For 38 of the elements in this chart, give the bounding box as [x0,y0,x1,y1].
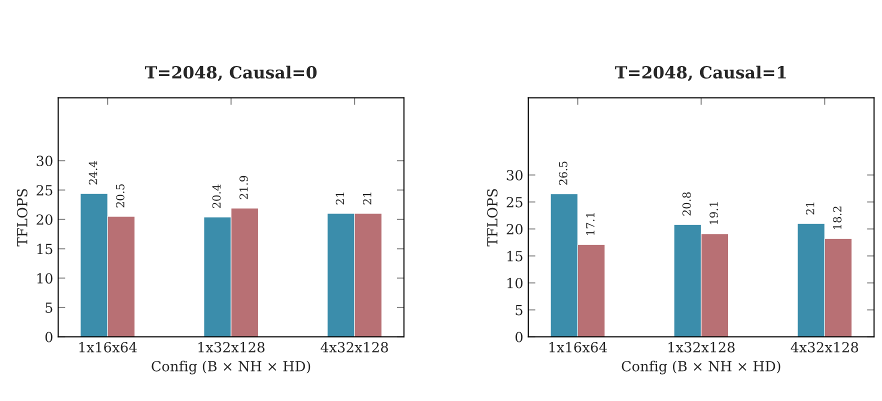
data-label: 17.1 [586,213,595,235]
data-label: 18.2 [833,206,842,229]
x-tick-label: 4x32x128 [790,342,858,352]
data-label: 21 [336,192,344,204]
x-tick-label: 1x16x64 [549,342,607,352]
chart-title: T=2048, Causal=0 [144,66,317,82]
x-tick-label: 1x16x64 [79,342,137,352]
y-tick-label: 10 [37,273,52,284]
x-axis-title: Config (B × NH × HD) [622,360,780,374]
data-label: 26.5 [558,162,568,185]
data-label: 21 [806,202,814,214]
y-tick-label: 30 [36,156,52,166]
y-tick-label: 15 [37,244,52,254]
data-label: 24.4 [88,161,98,184]
y-tick-label: 20 [36,214,52,225]
data-label: 20.4 [212,184,221,208]
y-tick-label: 20 [506,224,523,234]
data-label: 19.1 [710,202,718,224]
x-tick-label: 1x32x128 [198,342,264,352]
y-tick-label: 10 [507,278,523,288]
data-label: 20.8 [682,192,691,216]
y-axis-title: TFLOPS [487,189,498,246]
y-tick-label: 25 [506,196,522,208]
data-label: 21.9 [239,176,248,200]
x-tick-label: 1x32x128 [668,342,735,352]
y-tick-label: 25 [36,185,52,196]
x-axis-title: Config (B × NH × HD) [152,360,310,374]
y-tick-label: 30 [506,170,523,180]
y-tick-label: 5 [516,305,522,316]
y-tick-label: 0 [45,332,52,342]
y-tick-label: 0 [516,332,523,342]
data-label: 20.5 [116,184,124,208]
y-tick-label: 5 [46,302,52,313]
y-axis-title: TFLOPS [16,189,28,246]
chart-title: T=2048, Causal=1 [615,66,786,82]
y-tick-label: 15 [507,250,522,262]
data-label: 21 [362,192,372,204]
x-tick-label: 4x32x128 [320,342,388,352]
